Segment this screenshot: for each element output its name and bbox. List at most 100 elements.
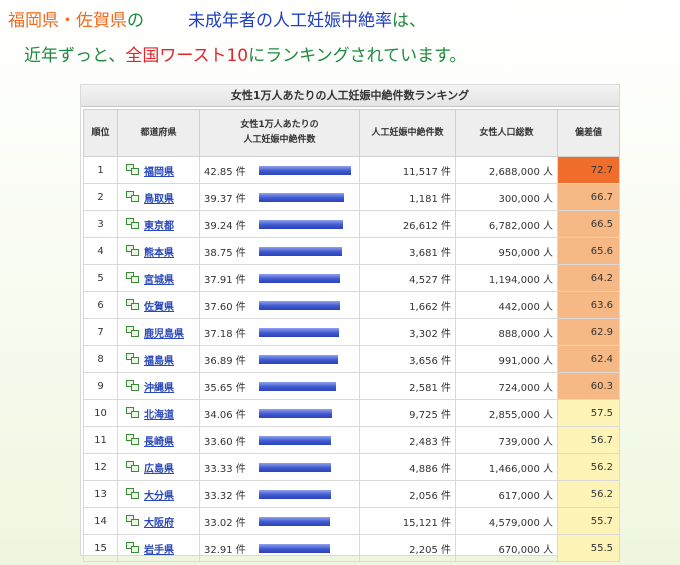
population-cell: 6,782,000 人 xyxy=(455,210,558,238)
rank-cell: 6 xyxy=(83,291,118,319)
prefecture-link[interactable]: 鹿児島県 xyxy=(144,328,184,340)
prefecture-link[interactable]: 東京都 xyxy=(144,220,174,232)
rate-cell: 34.06 件 xyxy=(199,399,360,427)
abortions-value: 4,886 xyxy=(409,463,438,475)
abortions-cell: 11,517 件 xyxy=(359,156,456,184)
population-value: 950,000 xyxy=(498,247,540,259)
prefecture-link[interactable]: 沖縄県 xyxy=(144,382,174,394)
population-cell: 1,466,000 人 xyxy=(455,453,558,481)
abortions-value: 3,681 xyxy=(409,247,438,259)
table-row: 3 東京都 39.24 件 26,612 件 6,782,000 人 66.5 xyxy=(83,210,620,238)
rate-bar xyxy=(259,300,340,310)
rate-bar xyxy=(259,219,343,229)
rate-value: 37.91 件 xyxy=(204,274,246,286)
count-unit: 件 xyxy=(441,382,451,394)
rate-cell: 33.02 件 xyxy=(199,507,360,535)
prefecture-link[interactable]: 広島県 xyxy=(144,463,174,475)
rate-bar xyxy=(259,165,351,175)
prefecture-link[interactable]: 福岡県 xyxy=(144,166,174,178)
abortions-cell: 2,483 件 xyxy=(359,426,456,454)
rate-value: 37.60 件 xyxy=(204,301,246,313)
deviation-cell: 72.7 xyxy=(557,156,620,184)
population-cell: 2,688,000 人 xyxy=(455,156,558,184)
people-unit: 人 xyxy=(543,490,553,502)
table-row: 10 北海道 34.06 件 9,725 件 2,855,000 人 57.5 xyxy=(83,399,620,427)
rank-cell: 12 xyxy=(83,453,118,481)
header-rate: 女性1万人あたりの 人工妊娠中絶件数 xyxy=(199,109,360,157)
population-value: 2,855,000 xyxy=(488,409,540,421)
window-icon xyxy=(126,488,140,500)
headline-line-1: 福岡県・佐賀県の 未成年者の人工妊娠中絶率は、 xyxy=(8,6,426,31)
rank-cell: 11 xyxy=(83,426,118,454)
population-cell: 617,000 人 xyxy=(455,480,558,508)
prefecture-link[interactable]: 佐賀県 xyxy=(144,301,174,313)
rate-cell: 37.18 件 xyxy=(199,318,360,346)
population-value: 1,466,000 xyxy=(488,463,540,475)
window-icon xyxy=(126,353,140,365)
prefecture-link[interactable]: 大分県 xyxy=(144,490,174,502)
people-unit: 人 xyxy=(543,436,553,448)
prefecture-cell: 福岡県 xyxy=(117,156,200,184)
header-population: 女性人口総数 xyxy=(455,109,558,157)
prefecture-link[interactable]: 宮城県 xyxy=(144,274,174,286)
headline-prefectures: 福岡県・佐賀県 xyxy=(8,11,127,31)
count-unit: 件 xyxy=(441,274,451,286)
deviation-cell: 55.5 xyxy=(557,534,620,562)
prefecture-link[interactable]: 岩手県 xyxy=(144,544,174,556)
window-icon xyxy=(126,434,140,446)
prefecture-link[interactable]: 熊本県 xyxy=(144,247,174,259)
abortions-cell: 4,527 件 xyxy=(359,264,456,292)
table-body: 1 福岡県 42.85 件 11,517 件 2,688,000 人 72.7 2 鳥取県 39… xyxy=(83,156,620,562)
rate-cell: 36.89 件 xyxy=(199,345,360,373)
people-unit: 人 xyxy=(543,274,553,286)
count-unit: 件 xyxy=(441,193,451,205)
prefecture-cell: 鹿児島県 xyxy=(117,318,200,346)
prefecture-link[interactable]: 福島県 xyxy=(144,355,174,367)
deviation-cell: 66.5 xyxy=(557,210,620,238)
count-unit: 件 xyxy=(441,463,451,475)
prefecture-cell: 佐賀県 xyxy=(117,291,200,319)
prefecture-cell: 大阪府 xyxy=(117,507,200,535)
people-unit: 人 xyxy=(543,544,553,556)
prefecture-cell: 大分県 xyxy=(117,480,200,508)
population-cell: 724,000 人 xyxy=(455,372,558,400)
deviation-cell: 55.7 xyxy=(557,507,620,535)
count-unit: 件 xyxy=(441,328,451,340)
rate-cell: 38.75 件 xyxy=(199,237,360,265)
prefecture-link[interactable]: 大阪府 xyxy=(144,517,174,529)
abortions-cell: 2,056 件 xyxy=(359,480,456,508)
population-cell: 4,579,000 人 xyxy=(455,507,558,535)
rank-cell: 10 xyxy=(83,399,118,427)
people-unit: 人 xyxy=(543,382,553,394)
window-icon xyxy=(126,191,140,203)
prefecture-cell: 岩手県 xyxy=(117,534,200,562)
table-row: 9 沖縄県 35.65 件 2,581 件 724,000 人 60.3 xyxy=(83,372,620,400)
population-cell: 670,000 人 xyxy=(455,534,558,562)
abortions-value: 11,517 xyxy=(402,166,438,178)
deviation-cell: 56.7 xyxy=(557,426,620,454)
abortions-value: 9,725 xyxy=(409,409,438,421)
table-row: 12 広島県 33.33 件 4,886 件 1,466,000 人 56.2 xyxy=(83,453,620,481)
population-value: 2,688,000 xyxy=(488,166,540,178)
prefecture-link[interactable]: 鳥取県 xyxy=(144,193,174,205)
abortions-value: 4,527 xyxy=(409,274,438,286)
people-unit: 人 xyxy=(543,355,553,367)
prefecture-cell: 長崎県 xyxy=(117,426,200,454)
population-cell: 1,194,000 人 xyxy=(455,264,558,292)
prefecture-link[interactable]: 北海道 xyxy=(144,409,174,421)
rate-value: 39.37 件 xyxy=(204,193,246,205)
ranking-panel: 女性1万人あたりの人工妊娠中絶件数ランキング 順位 都道府県 女性1万人あたりの… xyxy=(80,84,620,562)
table-row: 1 福岡県 42.85 件 11,517 件 2,688,000 人 72.7 xyxy=(83,156,620,184)
population-value: 670,000 xyxy=(498,544,540,556)
rank-cell: 1 xyxy=(83,156,118,184)
prefecture-cell: 東京都 xyxy=(117,210,200,238)
count-unit: 件 xyxy=(441,220,451,232)
rate-value: 35.65 件 xyxy=(204,382,246,394)
count-unit: 件 xyxy=(441,517,451,529)
table-row: 2 鳥取県 39.37 件 1,181 件 300,000 人 66.7 xyxy=(83,183,620,211)
deviation-cell: 64.2 xyxy=(557,264,620,292)
rate-bar xyxy=(259,381,336,391)
rank-cell: 8 xyxy=(83,345,118,373)
rank-cell: 15 xyxy=(83,534,118,562)
prefecture-link[interactable]: 長崎県 xyxy=(144,436,174,448)
